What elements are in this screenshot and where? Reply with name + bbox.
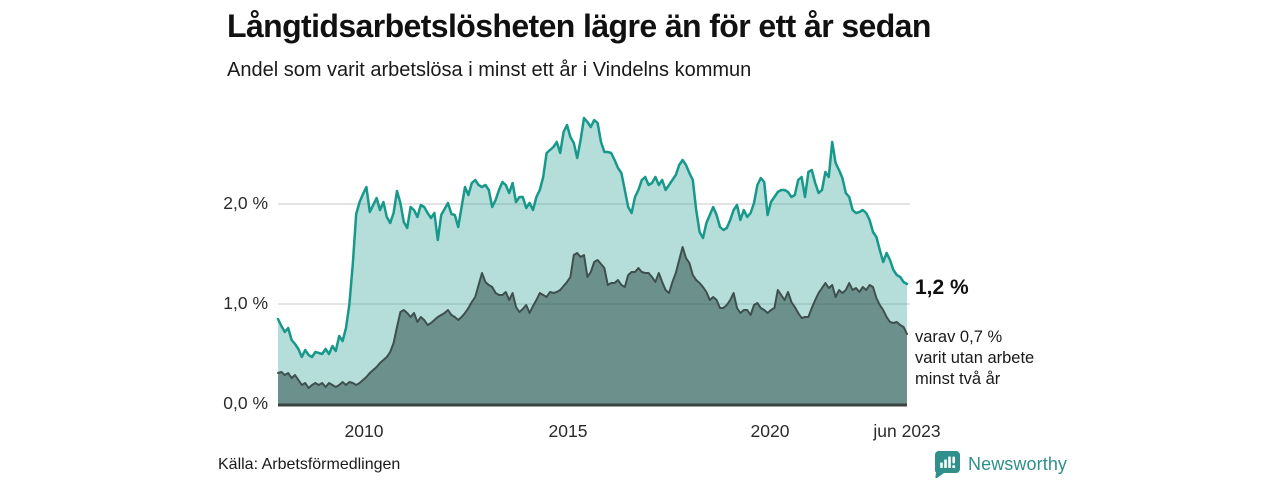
logo-exclamation-bar — [952, 456, 955, 464]
speech-bubble-shape — [934, 450, 960, 478]
y-axis-tick-1: 1,0 % — [223, 293, 268, 313]
logo-exclamation-dot — [952, 465, 956, 469]
two-year-annotation: varav 0,7 % varit utan arbete minst två … — [915, 327, 1034, 389]
x-axis-tick-jun-2023: jun 2023 — [873, 421, 941, 441]
page-subtitle: Andel som varit arbetslösa i minst ett å… — [227, 59, 752, 81]
newsworthy-brand: Newsworthy — [934, 450, 1067, 478]
annotation-line-2: varit utan arbete — [915, 348, 1035, 367]
annotation-line-1: varav 0,7 % — [915, 328, 1003, 346]
area-series-1 — [278, 247, 907, 404]
newsworthy-logo-icon — [934, 450, 960, 478]
page-title: Långtidsarbetslösheten lägre än för ett … — [227, 8, 931, 44]
y-axis-tick-2: 2,0 % — [223, 193, 268, 213]
line-series-1 — [277, 246, 908, 389]
logo-bar-1 — [940, 462, 943, 468]
x-axis-tick-2020: 2020 — [750, 421, 790, 441]
x-axis-tick-2010: 2010 — [344, 421, 384, 441]
line-series-0 — [276, 116, 909, 359]
latest-value-label: 1,2 % — [915, 276, 969, 299]
x-axis-tick-2015: 2015 — [548, 421, 588, 441]
logo-bar-3 — [948, 456, 951, 468]
y-axis-tick-0: 0,0 % — [223, 393, 268, 413]
logo-bar-2 — [944, 459, 947, 468]
brand-name: Newsworthy — [968, 453, 1068, 474]
source-attribution: Källa: Arbetsförmedlingen — [218, 456, 401, 473]
annotation-line-3: minst två år — [915, 369, 1001, 388]
